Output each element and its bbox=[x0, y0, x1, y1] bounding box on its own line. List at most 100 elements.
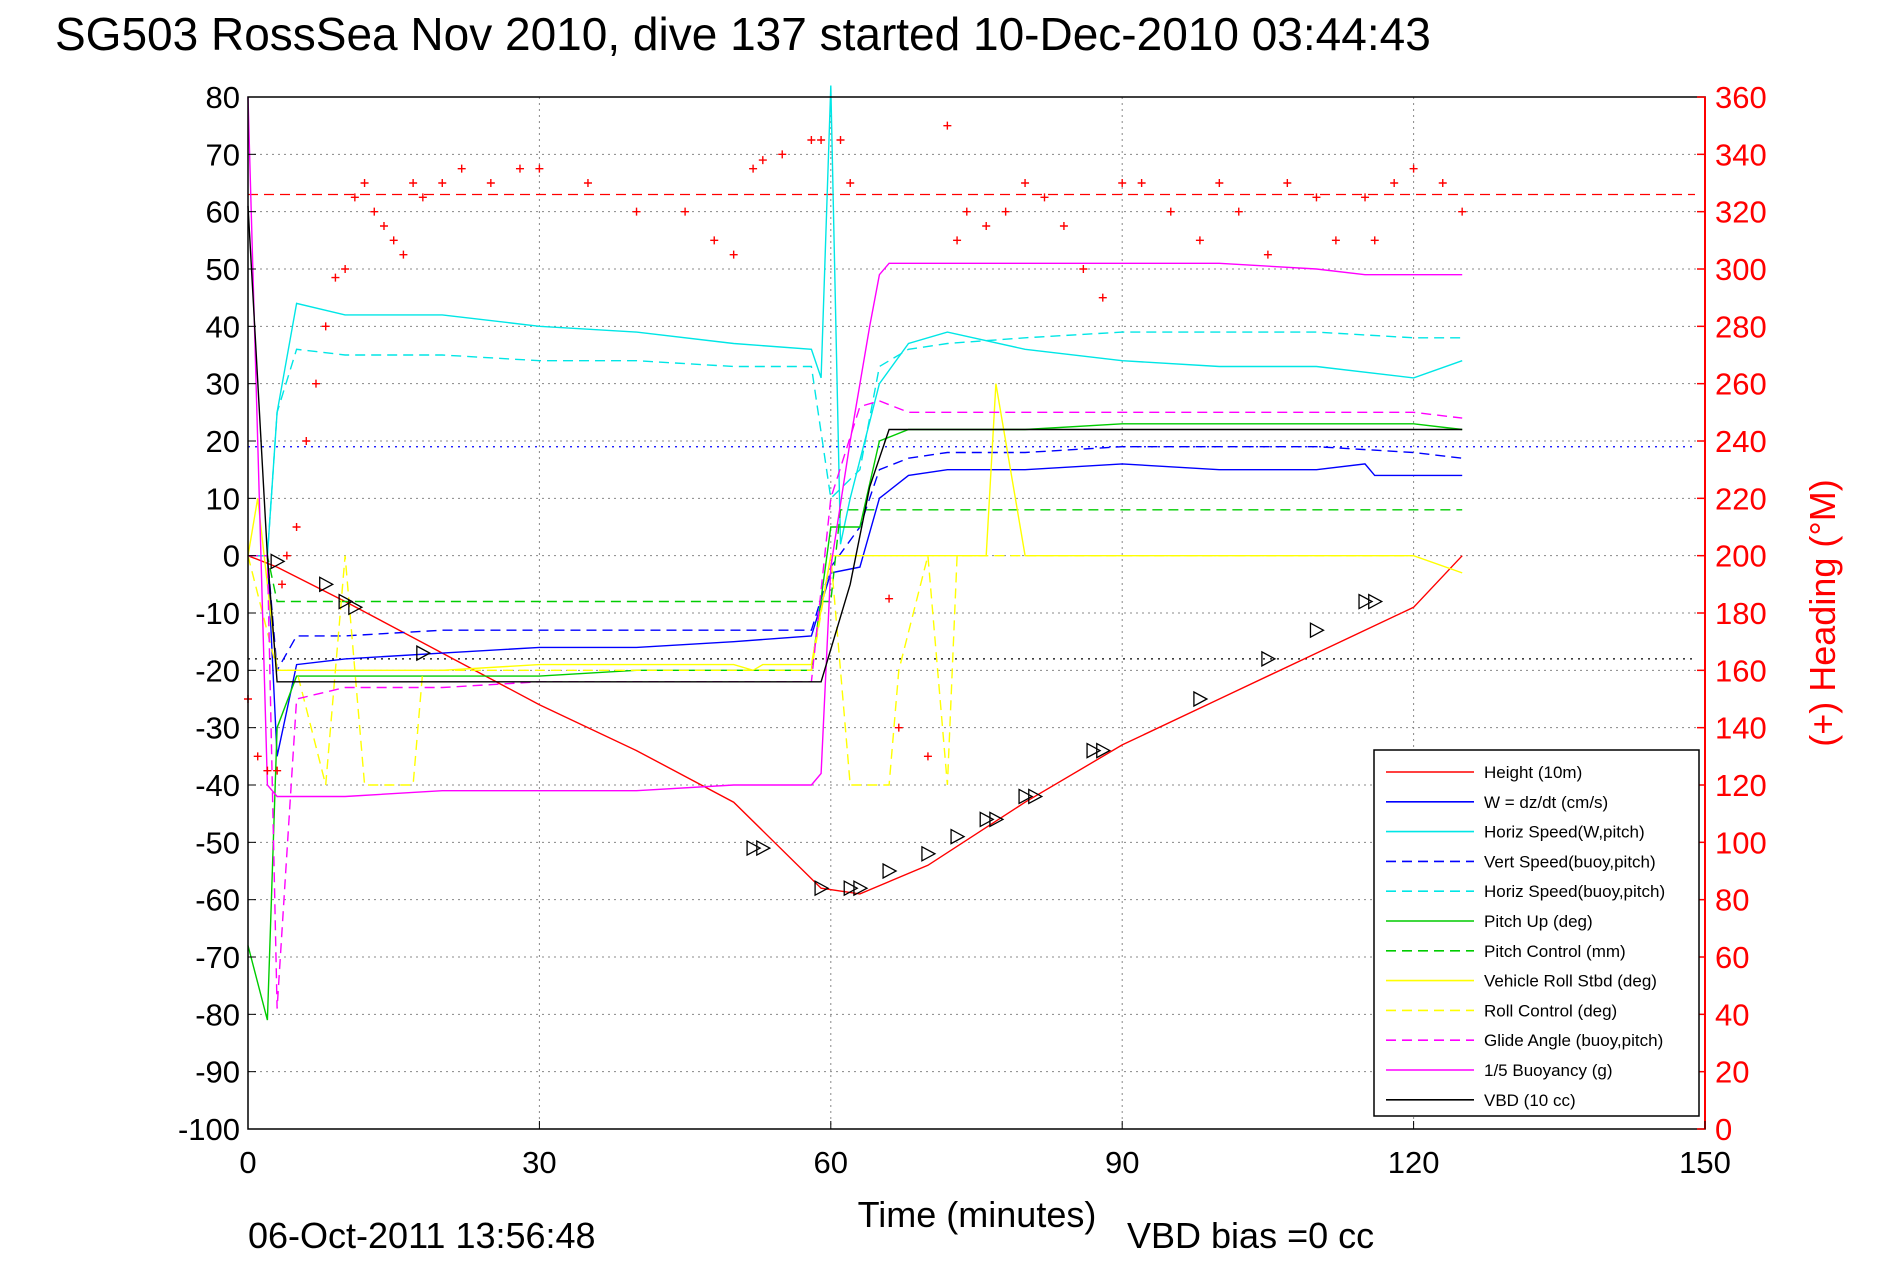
legend-label: Horiz Speed(buoy,pitch) bbox=[1484, 882, 1665, 901]
depth-marker bbox=[416, 645, 432, 662]
heading-point bbox=[1331, 236, 1340, 245]
depth-markers bbox=[270, 553, 1384, 897]
y-tick-label: -60 bbox=[195, 883, 240, 918]
depth-marker bbox=[348, 599, 364, 616]
heading-point bbox=[729, 250, 738, 259]
heading-point bbox=[1059, 222, 1068, 230]
heading-point bbox=[331, 273, 340, 282]
heading-point bbox=[632, 207, 641, 216]
heading-point bbox=[379, 222, 388, 230]
legend-label: 1/5 Buoyancy (g) bbox=[1484, 1061, 1613, 1080]
heading-point bbox=[1458, 207, 1467, 216]
heading-point bbox=[982, 222, 991, 230]
heading-point bbox=[1370, 236, 1379, 245]
legend: Height (10m) W = dz/dt (cm/s) Horiz Speed(… bbox=[1373, 749, 1700, 1117]
heading-point bbox=[409, 179, 418, 187]
depth-marker bbox=[270, 553, 286, 570]
y-tick-label: 40 bbox=[206, 309, 240, 344]
heading-point bbox=[1263, 250, 1272, 259]
heading-point bbox=[1098, 293, 1107, 302]
series-line bbox=[247, 555, 1463, 895]
heading-point bbox=[350, 193, 359, 202]
depth-marker bbox=[746, 839, 762, 857]
y2-tick-label: 360 bbox=[1715, 80, 1767, 115]
heading-point bbox=[923, 752, 932, 761]
heading-point bbox=[749, 164, 758, 173]
y2-axis-label: (+) Heading (°M) bbox=[1802, 479, 1843, 746]
heading-point bbox=[962, 207, 971, 216]
depth-marker bbox=[1309, 622, 1325, 639]
depth-marker bbox=[843, 880, 859, 897]
depth-marker bbox=[921, 845, 937, 862]
y-tick-label: 70 bbox=[206, 137, 240, 172]
heading-point bbox=[438, 179, 447, 187]
y-tick-label: -10 bbox=[195, 596, 240, 631]
y2-tick-label: 120 bbox=[1715, 768, 1767, 803]
y2-tick-label: 40 bbox=[1715, 997, 1749, 1032]
legend-label: VBD (10 cc) bbox=[1484, 1091, 1576, 1110]
y2-tick-label: 320 bbox=[1715, 195, 1767, 230]
depth-marker bbox=[989, 811, 1005, 828]
heading-point bbox=[311, 379, 320, 388]
depth-marker bbox=[1096, 742, 1112, 759]
y-tick-label: -70 bbox=[195, 940, 240, 975]
x-axis-label: Time (minutes) bbox=[858, 1194, 1097, 1235]
series-line bbox=[247, 555, 1414, 786]
heading-point bbox=[292, 523, 301, 531]
y-tick-label: 30 bbox=[206, 367, 240, 402]
heading-point bbox=[418, 193, 427, 202]
heading-point bbox=[710, 236, 719, 245]
depth-marker bbox=[1018, 788, 1034, 805]
legend-box bbox=[1373, 749, 1700, 1117]
heading-point bbox=[1390, 179, 1399, 187]
legend-label: W = dz/dt (cm/s) bbox=[1484, 793, 1608, 812]
x-tick-label: 120 bbox=[1388, 1145, 1440, 1180]
reference-lines bbox=[248, 193, 1695, 660]
x-axis-ticks: 0 30 60 90 120 150 bbox=[239, 1121, 1731, 1180]
series-line bbox=[248, 400, 1463, 1009]
y2-tick-label: 300 bbox=[1715, 252, 1767, 287]
heading-point bbox=[583, 179, 592, 187]
y2-tick-label: 240 bbox=[1715, 424, 1767, 459]
heading-point bbox=[277, 580, 286, 589]
y2-tick-label: 220 bbox=[1715, 481, 1767, 516]
heading-point bbox=[457, 164, 466, 173]
depth-marker bbox=[756, 839, 772, 857]
series-lines bbox=[247, 85, 1463, 1021]
depth-marker bbox=[1358, 593, 1374, 610]
y2-tick-label: 80 bbox=[1715, 883, 1749, 918]
heading-point bbox=[321, 322, 330, 331]
legend-label: Pitch Up (deg) bbox=[1484, 912, 1593, 931]
heading-point bbox=[360, 179, 369, 187]
heading-point bbox=[778, 150, 787, 159]
depth-marker bbox=[814, 880, 830, 897]
heading-point bbox=[953, 236, 962, 245]
series-line bbox=[248, 509, 1463, 603]
heading-point bbox=[681, 207, 690, 216]
series-line bbox=[248, 463, 1463, 757]
depth-marker bbox=[853, 880, 869, 897]
heading-point bbox=[846, 179, 855, 187]
heading-point bbox=[758, 156, 767, 165]
y-tick-label: 50 bbox=[206, 252, 240, 287]
depth-marker bbox=[1261, 650, 1277, 667]
depth-marker bbox=[882, 862, 898, 880]
y2-tick-label: 100 bbox=[1715, 825, 1767, 860]
heading-point bbox=[807, 136, 816, 144]
heading-point bbox=[1137, 179, 1146, 187]
y2-tick-label: 280 bbox=[1715, 309, 1767, 344]
heading-point bbox=[1409, 164, 1418, 173]
y2-tick-label: 60 bbox=[1715, 940, 1749, 975]
y-tick-label: -50 bbox=[195, 825, 240, 860]
heading-point bbox=[535, 164, 544, 173]
y-tick-label: -80 bbox=[195, 997, 240, 1032]
y-tick-label: 20 bbox=[206, 424, 240, 459]
heading-point bbox=[1283, 179, 1292, 187]
heading-point bbox=[1118, 179, 1127, 187]
heading-point bbox=[1215, 179, 1224, 187]
y-tick-label: -40 bbox=[195, 768, 240, 803]
heading-point bbox=[817, 136, 826, 144]
series-line bbox=[248, 331, 1463, 557]
y-tick-label: 80 bbox=[206, 80, 240, 115]
